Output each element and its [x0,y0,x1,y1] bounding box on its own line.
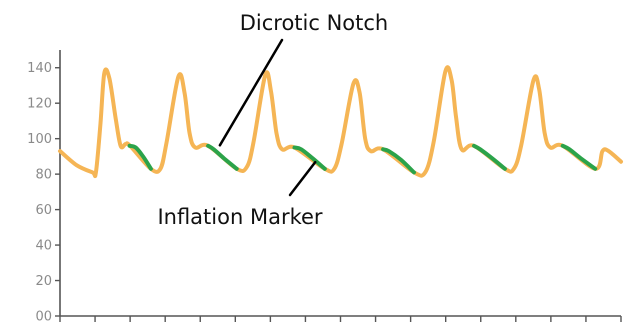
y-tick-labels: 00 20 40 60 80 100 120 140 [27,61,52,324]
y-tick-label: 140 [27,61,52,76]
inflation-segments [127,143,598,175]
annotations: Dicrotic Notch Inflation Marker [157,11,388,229]
y-tick-label: 00 [35,310,52,325]
y-tick-label: 60 [35,203,52,218]
y-tick-label: 20 [35,274,52,289]
y-tick-label: 100 [27,132,52,147]
inflation-segment [292,145,327,171]
inflation-segment [206,143,239,171]
inflation-segment [127,143,153,171]
inflation-marker-pointer [288,160,317,197]
inflation-marker-label: Inflation Marker [157,205,322,229]
y-tick-label: 80 [35,168,52,183]
axes [55,50,622,322]
inflation-segment [381,147,416,175]
inflation-segment [472,143,507,171]
dicrotic-notch-label: Dicrotic Notch [240,11,389,35]
dicrotic-notch-pointer [218,38,284,147]
y-tick-label: 40 [35,239,52,254]
y-tick-label: 120 [27,97,52,112]
inflation-segment [560,143,598,171]
